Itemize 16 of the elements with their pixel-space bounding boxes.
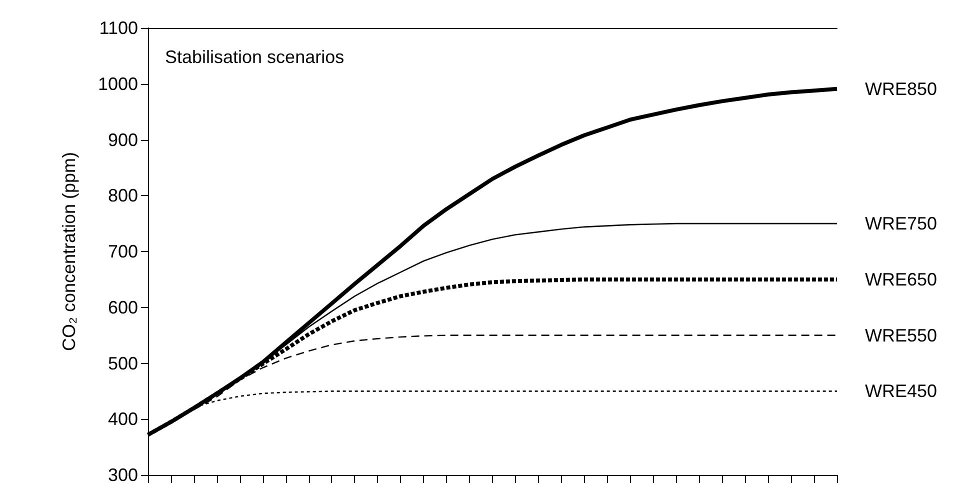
y-tick-label: 800 <box>108 186 138 206</box>
y-tick-label: 1000 <box>98 74 138 94</box>
series-label: WRE550 <box>865 325 938 346</box>
y-tick-label: 500 <box>108 353 138 374</box>
series-label: WRE850 <box>865 78 938 99</box>
y-tick-label: 900 <box>108 130 138 150</box>
y-axis-title: CO₂ concentration (ppm) <box>59 152 79 352</box>
y-tick-label: 1100 <box>99 18 138 38</box>
series-label: WRE750 <box>865 214 938 234</box>
series-label: WRE450 <box>865 381 938 402</box>
y-tick-label: 300 <box>108 465 138 485</box>
annotation: Stabilisation scenarios <box>165 47 344 67</box>
series-label: WRE650 <box>865 269 938 290</box>
y-tick-label: 400 <box>108 409 138 430</box>
y-tick-label: 600 <box>108 297 138 318</box>
y-tick-label: 700 <box>108 242 138 262</box>
